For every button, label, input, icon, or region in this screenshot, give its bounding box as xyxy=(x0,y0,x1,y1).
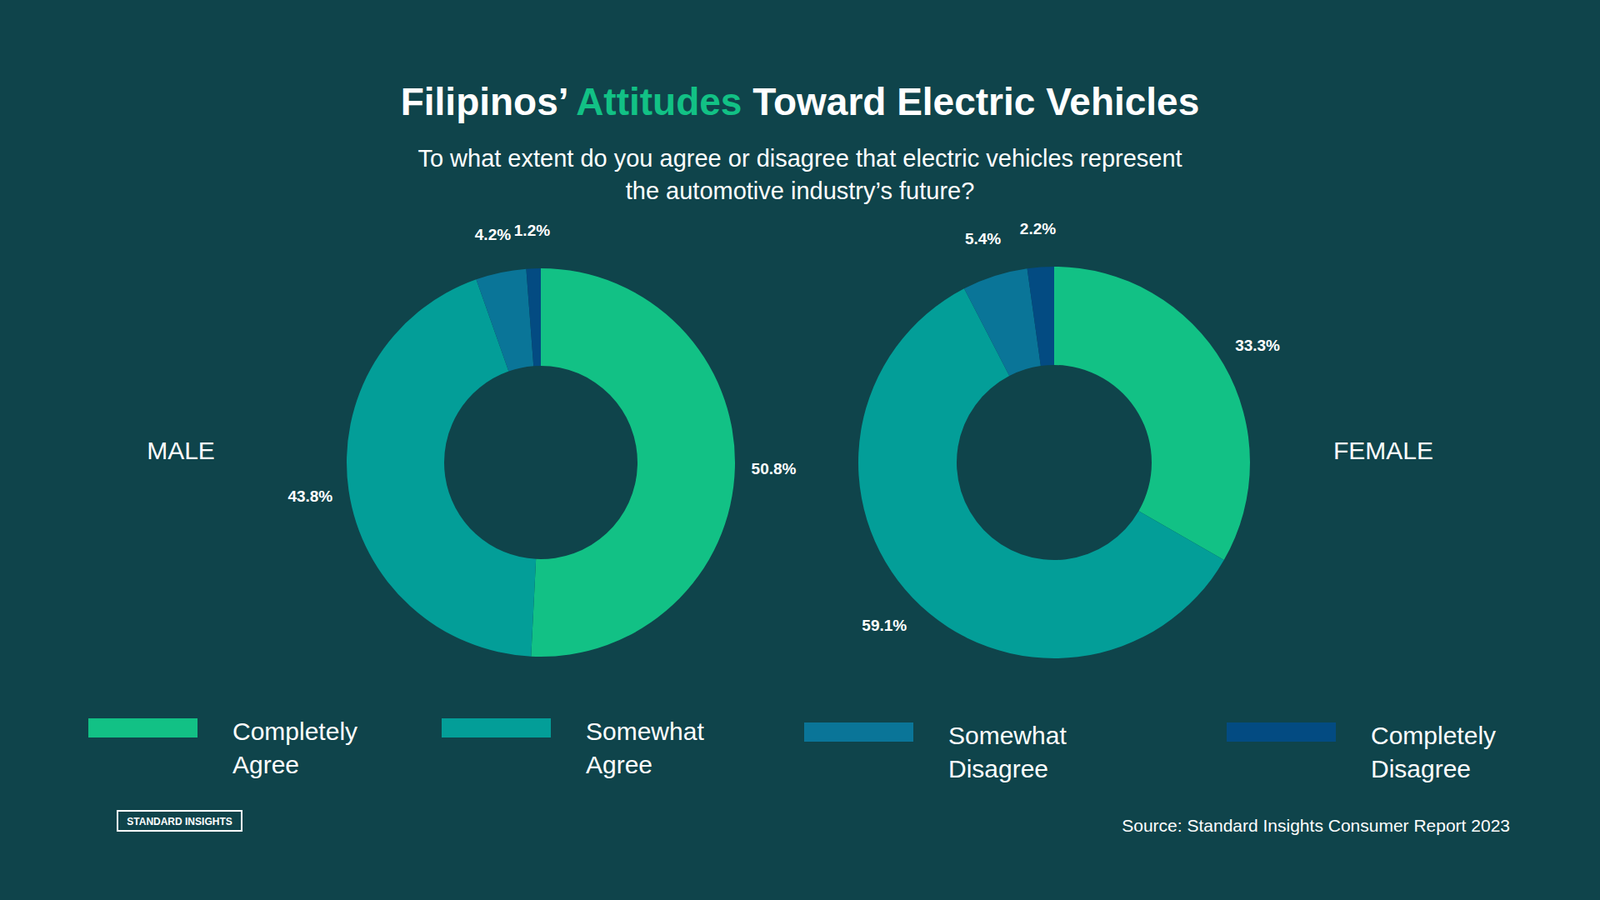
data-label: 33.3% xyxy=(1235,336,1280,355)
donut-slice: Completely Disagree xyxy=(1027,266,1055,366)
legend-label: Completely Disagree xyxy=(1370,719,1525,786)
donut-slice: Somewhat Disagree xyxy=(475,269,534,372)
title: Filipinos’ Attitudes Toward Electric Veh… xyxy=(400,80,1200,124)
data-label: 59.1% xyxy=(861,616,907,635)
legend-label: Somewhat Disagree xyxy=(948,719,1103,786)
legend-swatch xyxy=(441,718,551,738)
title-part: Filipinos’ xyxy=(400,80,576,124)
donut-chart: Completely AgreeSomewhat AgreeSomewhat D… xyxy=(346,268,735,657)
legend-swatch xyxy=(1226,722,1336,742)
donut-slice: Somewhat Disagree xyxy=(964,268,1041,376)
donut-slice: Completely Agree xyxy=(530,268,735,657)
data-label: 4.2% xyxy=(475,225,511,244)
subtitle: To what extent do you agree or disagree … xyxy=(417,145,1182,172)
title-part: Toward Electric Vehicles xyxy=(741,80,1200,124)
data-label: 5.4% xyxy=(965,230,1001,248)
data-label: 50.8% xyxy=(751,460,797,478)
chart-title: FEMALE xyxy=(1333,436,1434,465)
data-label: 43.8% xyxy=(287,487,333,505)
legend-label: Somewhat Agree xyxy=(585,715,740,782)
donut-slice: Completely Agree xyxy=(1054,266,1250,560)
legend-swatch xyxy=(88,718,198,738)
data-label: 2.2% xyxy=(1020,220,1056,238)
logo: STANDARD INSIGHTS xyxy=(126,815,232,828)
donut-chart: Completely AgreeSomewhat AgreeSomewhat D… xyxy=(858,266,1250,659)
legend-label: Completely Agree xyxy=(232,715,387,782)
logo-box xyxy=(117,810,242,831)
subtitle: the automotive industry’s future? xyxy=(625,177,975,205)
legend-swatch xyxy=(804,722,914,742)
data-label: 1.2% xyxy=(514,221,550,240)
source: Source: Standard Insights Consumer Repor… xyxy=(1121,815,1510,835)
donut-slice: Completely Disagree xyxy=(525,268,541,366)
chart-title: MALE xyxy=(146,436,215,465)
title-part: Attitudes xyxy=(575,80,742,124)
